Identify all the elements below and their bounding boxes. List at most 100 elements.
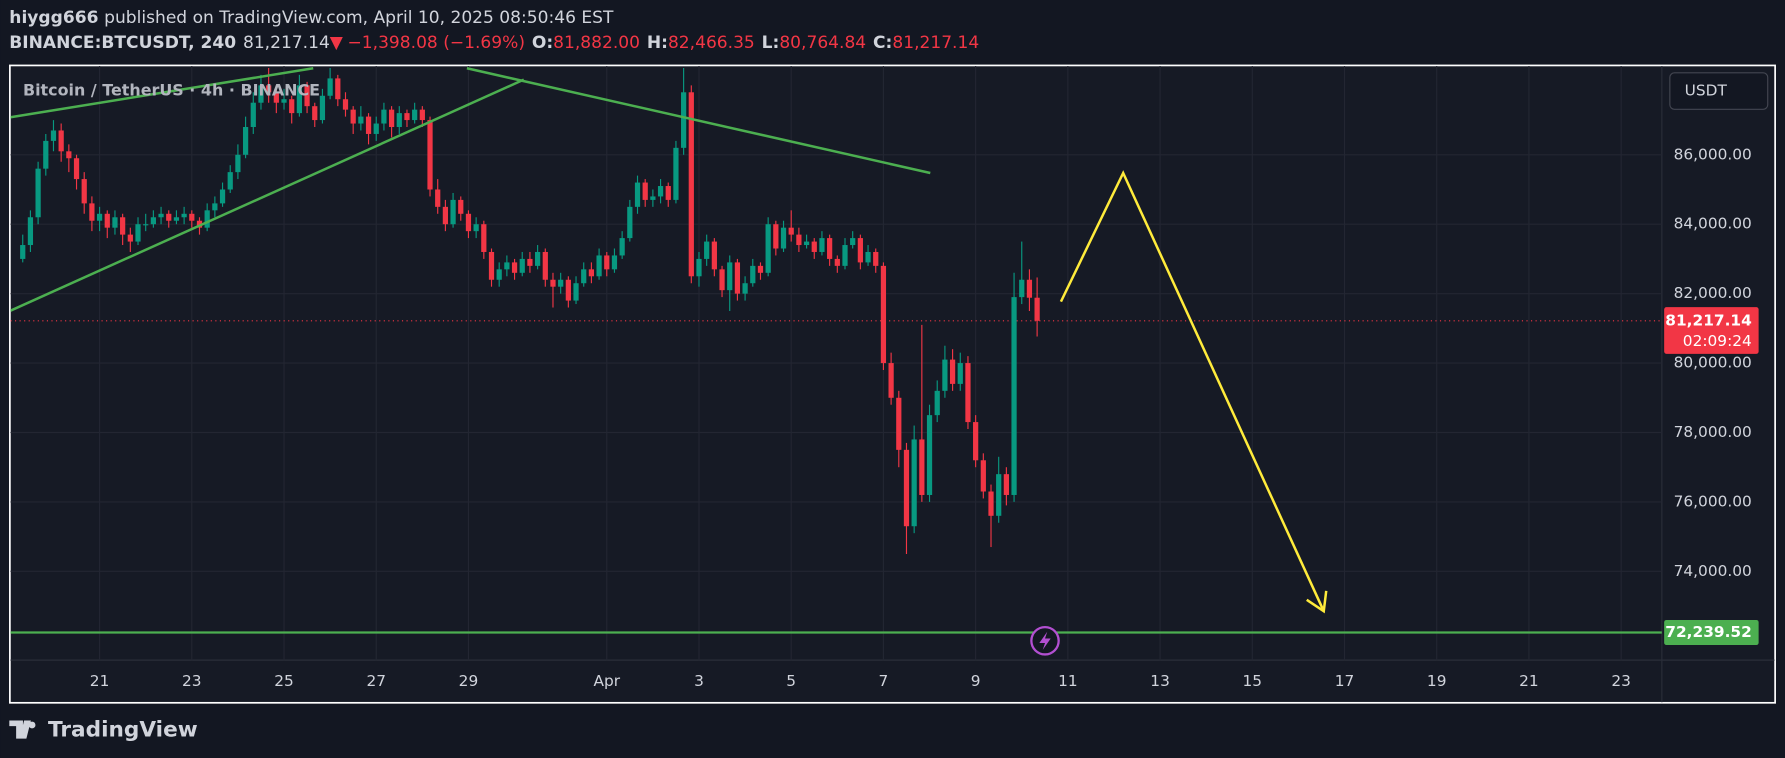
grid (10, 66, 1662, 661)
y-tick-label: 74,000.00 (1674, 562, 1752, 580)
x-tick-label: 23 (182, 672, 202, 690)
candle-body (450, 199, 456, 225)
candle-body (419, 109, 425, 121)
candle-body (43, 140, 49, 169)
candle-body (780, 227, 787, 249)
candle-body (281, 99, 287, 103)
symbol: BINANCE:BTCUSDT, 240 (9, 33, 236, 53)
candle-body (980, 460, 986, 492)
x-tick-label: Apr (593, 672, 620, 690)
candle-body (158, 213, 164, 218)
ohlc-key: C: (873, 33, 892, 53)
candle-body (173, 217, 180, 221)
candle-body (619, 238, 625, 256)
candle-body (765, 224, 771, 273)
candle-body (335, 78, 341, 100)
candle-body (888, 363, 894, 398)
arrow-head (1306, 590, 1328, 614)
x-tick-label: 23 (1611, 672, 1631, 690)
candle-body (273, 92, 279, 103)
countdown: 02:09:24 (1683, 332, 1752, 350)
candle-body (458, 199, 464, 214)
last-price-badge (1664, 307, 1759, 354)
candle-body (189, 213, 195, 221)
header-line-2: BINANCE:BTCUSDT, 240 81,217.14▼ −1,398.08 … (9, 33, 979, 53)
candle-body (1034, 297, 1040, 321)
candle-body (919, 439, 925, 495)
trend-line (10, 67, 314, 119)
candle-body (850, 238, 856, 246)
x-tick-label: 25 (274, 672, 294, 690)
ohlc-value: 81,882.00 (553, 33, 640, 53)
candle-body (104, 213, 110, 228)
ohlc-value: 80,764.84 (779, 33, 866, 53)
y-tick-label: 76,000.00 (1674, 492, 1752, 510)
y-tick-label: 86,000.00 (1674, 145, 1752, 163)
candle-body (381, 109, 387, 124)
candle-body (504, 262, 510, 270)
candle-body (788, 227, 794, 235)
candle-body (388, 109, 395, 128)
candle-body (903, 449, 910, 527)
last-price-label: 81,217.14 (1665, 311, 1751, 329)
currency-button[interactable] (1669, 72, 1769, 110)
candle-body (481, 224, 487, 252)
candle-body (296, 85, 302, 114)
logo-dot (28, 721, 36, 729)
x-tick-label: 27 (366, 672, 386, 690)
candle-body (166, 213, 172, 221)
candle-body (527, 258, 533, 266)
currency-label[interactable]: USDT (1685, 82, 1728, 100)
candle-body (965, 363, 971, 423)
trend-line (10, 78, 525, 312)
candle-body (511, 262, 518, 273)
candle-body (819, 238, 825, 252)
candle-body (1003, 474, 1009, 495)
x-tick-label: 7 (879, 672, 889, 690)
candle-body (880, 265, 887, 364)
y-tick-label: 78,000.00 (1674, 423, 1752, 441)
x-tick-label: 11 (1058, 672, 1078, 690)
candle-body (412, 109, 418, 121)
x-tick-label: 15 (1243, 672, 1263, 690)
candle-body (542, 251, 548, 280)
candle-body (604, 255, 610, 270)
candle-body (319, 95, 326, 121)
candle-body (873, 251, 879, 266)
candle-body (150, 217, 156, 225)
candle-body (235, 154, 241, 173)
candle-body (834, 258, 840, 266)
candle-body (496, 269, 502, 280)
candle-body (1011, 297, 1017, 495)
candle-body (611, 255, 618, 270)
change: −1,398.08 (−1.69%) (347, 33, 525, 53)
logo-text: TradingView (48, 718, 198, 743)
candle-body (650, 196, 656, 200)
candle-body (358, 116, 364, 124)
candle-body (681, 92, 687, 148)
alert-bolt[interactable] (1039, 631, 1051, 650)
candle-body (143, 224, 149, 226)
candle-body (796, 234, 802, 246)
candle-body (627, 206, 633, 239)
candle-body (20, 245, 26, 259)
candle-body (742, 283, 748, 294)
candle-body (657, 186, 664, 197)
candle-body (581, 269, 587, 284)
candle-body (696, 258, 702, 277)
alert-icon[interactable] (1030, 625, 1060, 656)
candle-body (342, 99, 349, 110)
candle-body (204, 210, 210, 228)
candle-body (350, 109, 356, 124)
candle-body (911, 439, 917, 527)
y-tick-label: 82,000.00 (1674, 284, 1752, 302)
axes: 74,000.00 76,000.00 78,000.00 80,000.00 82,0… (90, 145, 1759, 690)
candle-body (250, 102, 256, 128)
candle-body (66, 151, 72, 159)
candle-body (673, 147, 679, 200)
candle-body (550, 279, 556, 287)
candle-body (926, 415, 933, 495)
level-label: 72,239.52 (1665, 623, 1751, 641)
candle-body (96, 213, 103, 221)
ohlc-value: 81,217.14 (892, 33, 979, 53)
